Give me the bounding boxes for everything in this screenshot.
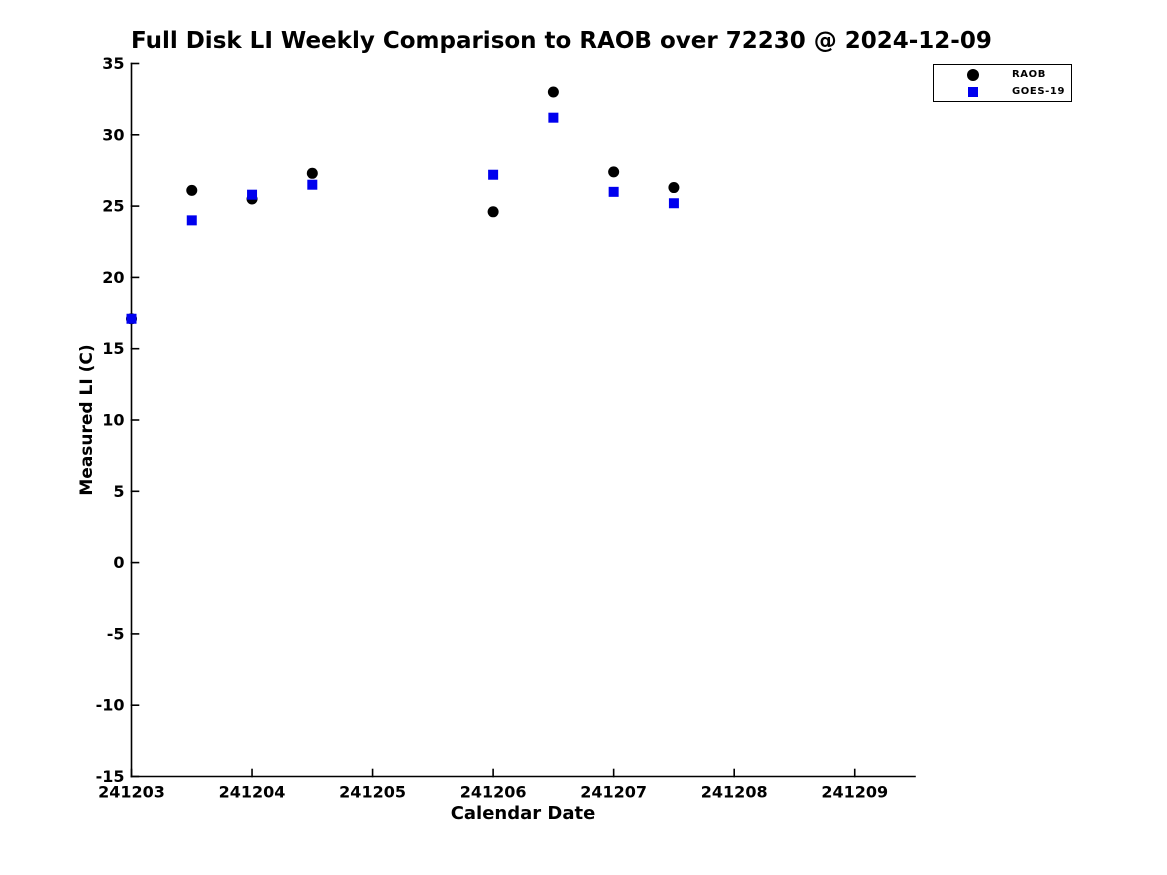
goes19-square-marker-icon [968, 86, 978, 97]
y-tick-label: -10 [96, 696, 125, 715]
x-tick-label: 241203 [98, 783, 165, 802]
legend-item-raob: RAOB [934, 66, 1071, 83]
x-tick-label: 241206 [460, 783, 527, 802]
y-tick-label: -15 [96, 767, 125, 786]
goes19-data-point [247, 189, 258, 200]
goes19-data-point [186, 215, 197, 226]
raob-data-point [547, 86, 559, 98]
raob-circle-marker-icon [967, 68, 979, 81]
y-tick-label: 20 [102, 268, 124, 287]
x-tick-label: 241207 [580, 783, 647, 802]
legend-marker-cell [934, 68, 1012, 81]
goes19-data-point [548, 112, 559, 123]
legend-label-raob: RAOB [1012, 69, 1046, 80]
y-tick-label: 15 [102, 339, 124, 358]
goes19-data-point [608, 186, 619, 197]
x-tick-label: 241205 [339, 783, 406, 802]
raob-data-point [608, 166, 620, 178]
goes19-data-point [488, 169, 499, 180]
legend: RAOB GOES-19 [933, 64, 1072, 102]
y-tick-label: -5 [107, 624, 125, 643]
y-tick-label: 35 [102, 54, 124, 73]
raob-data-point [306, 167, 318, 179]
y-tick-label: 30 [102, 125, 124, 144]
x-tick-label: 241208 [701, 783, 768, 802]
y-tick-label: 25 [102, 197, 124, 216]
goes19-data-point [668, 198, 679, 209]
x-tick-label: 241204 [219, 783, 286, 802]
goes19-data-point [126, 313, 137, 324]
y-tick-label: 0 [113, 553, 124, 572]
x-axis-label: Calendar Date [450, 803, 596, 824]
y-tick-label: 5 [113, 482, 124, 501]
x-tick-label: 241209 [821, 783, 888, 802]
legend-marker-cell [934, 86, 1012, 97]
raob-data-point [668, 182, 680, 194]
raob-data-point [186, 184, 198, 196]
chart-title: Full Disk LI Weekly Comparison to RAOB o… [131, 28, 992, 54]
raob-data-point [487, 206, 499, 218]
legend-label-goes19: GOES-19 [1012, 86, 1066, 97]
legend-item-goes19: GOES-19 [934, 83, 1071, 100]
goes19-data-point [307, 179, 318, 190]
y-tick-label: 10 [102, 411, 124, 430]
